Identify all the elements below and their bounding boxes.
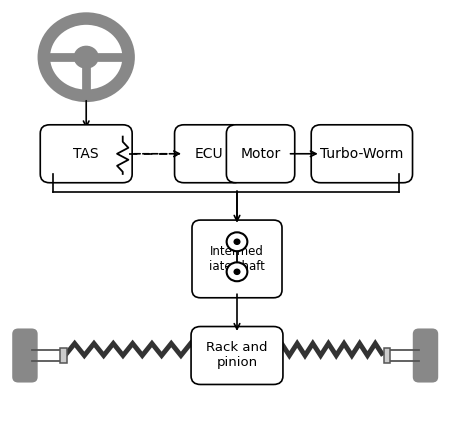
FancyBboxPatch shape xyxy=(192,220,282,298)
Circle shape xyxy=(234,269,240,274)
Circle shape xyxy=(227,232,247,251)
Text: Rack and
pinion: Rack and pinion xyxy=(206,342,268,369)
FancyBboxPatch shape xyxy=(311,125,412,183)
FancyBboxPatch shape xyxy=(191,327,283,384)
Text: Turbo-Worm: Turbo-Worm xyxy=(320,147,403,161)
Text: TAS: TAS xyxy=(73,147,99,161)
FancyBboxPatch shape xyxy=(227,125,295,183)
Circle shape xyxy=(74,46,98,68)
Text: ECU: ECU xyxy=(194,147,223,161)
Circle shape xyxy=(234,239,240,245)
Text: Motor: Motor xyxy=(240,147,281,161)
FancyBboxPatch shape xyxy=(12,328,37,383)
FancyBboxPatch shape xyxy=(413,328,438,383)
FancyBboxPatch shape xyxy=(383,348,390,363)
FancyBboxPatch shape xyxy=(60,348,67,363)
FancyBboxPatch shape xyxy=(40,125,132,183)
Circle shape xyxy=(227,262,247,281)
FancyBboxPatch shape xyxy=(174,125,243,183)
Text: Intermed
iate shaft: Intermed iate shaft xyxy=(209,245,265,273)
